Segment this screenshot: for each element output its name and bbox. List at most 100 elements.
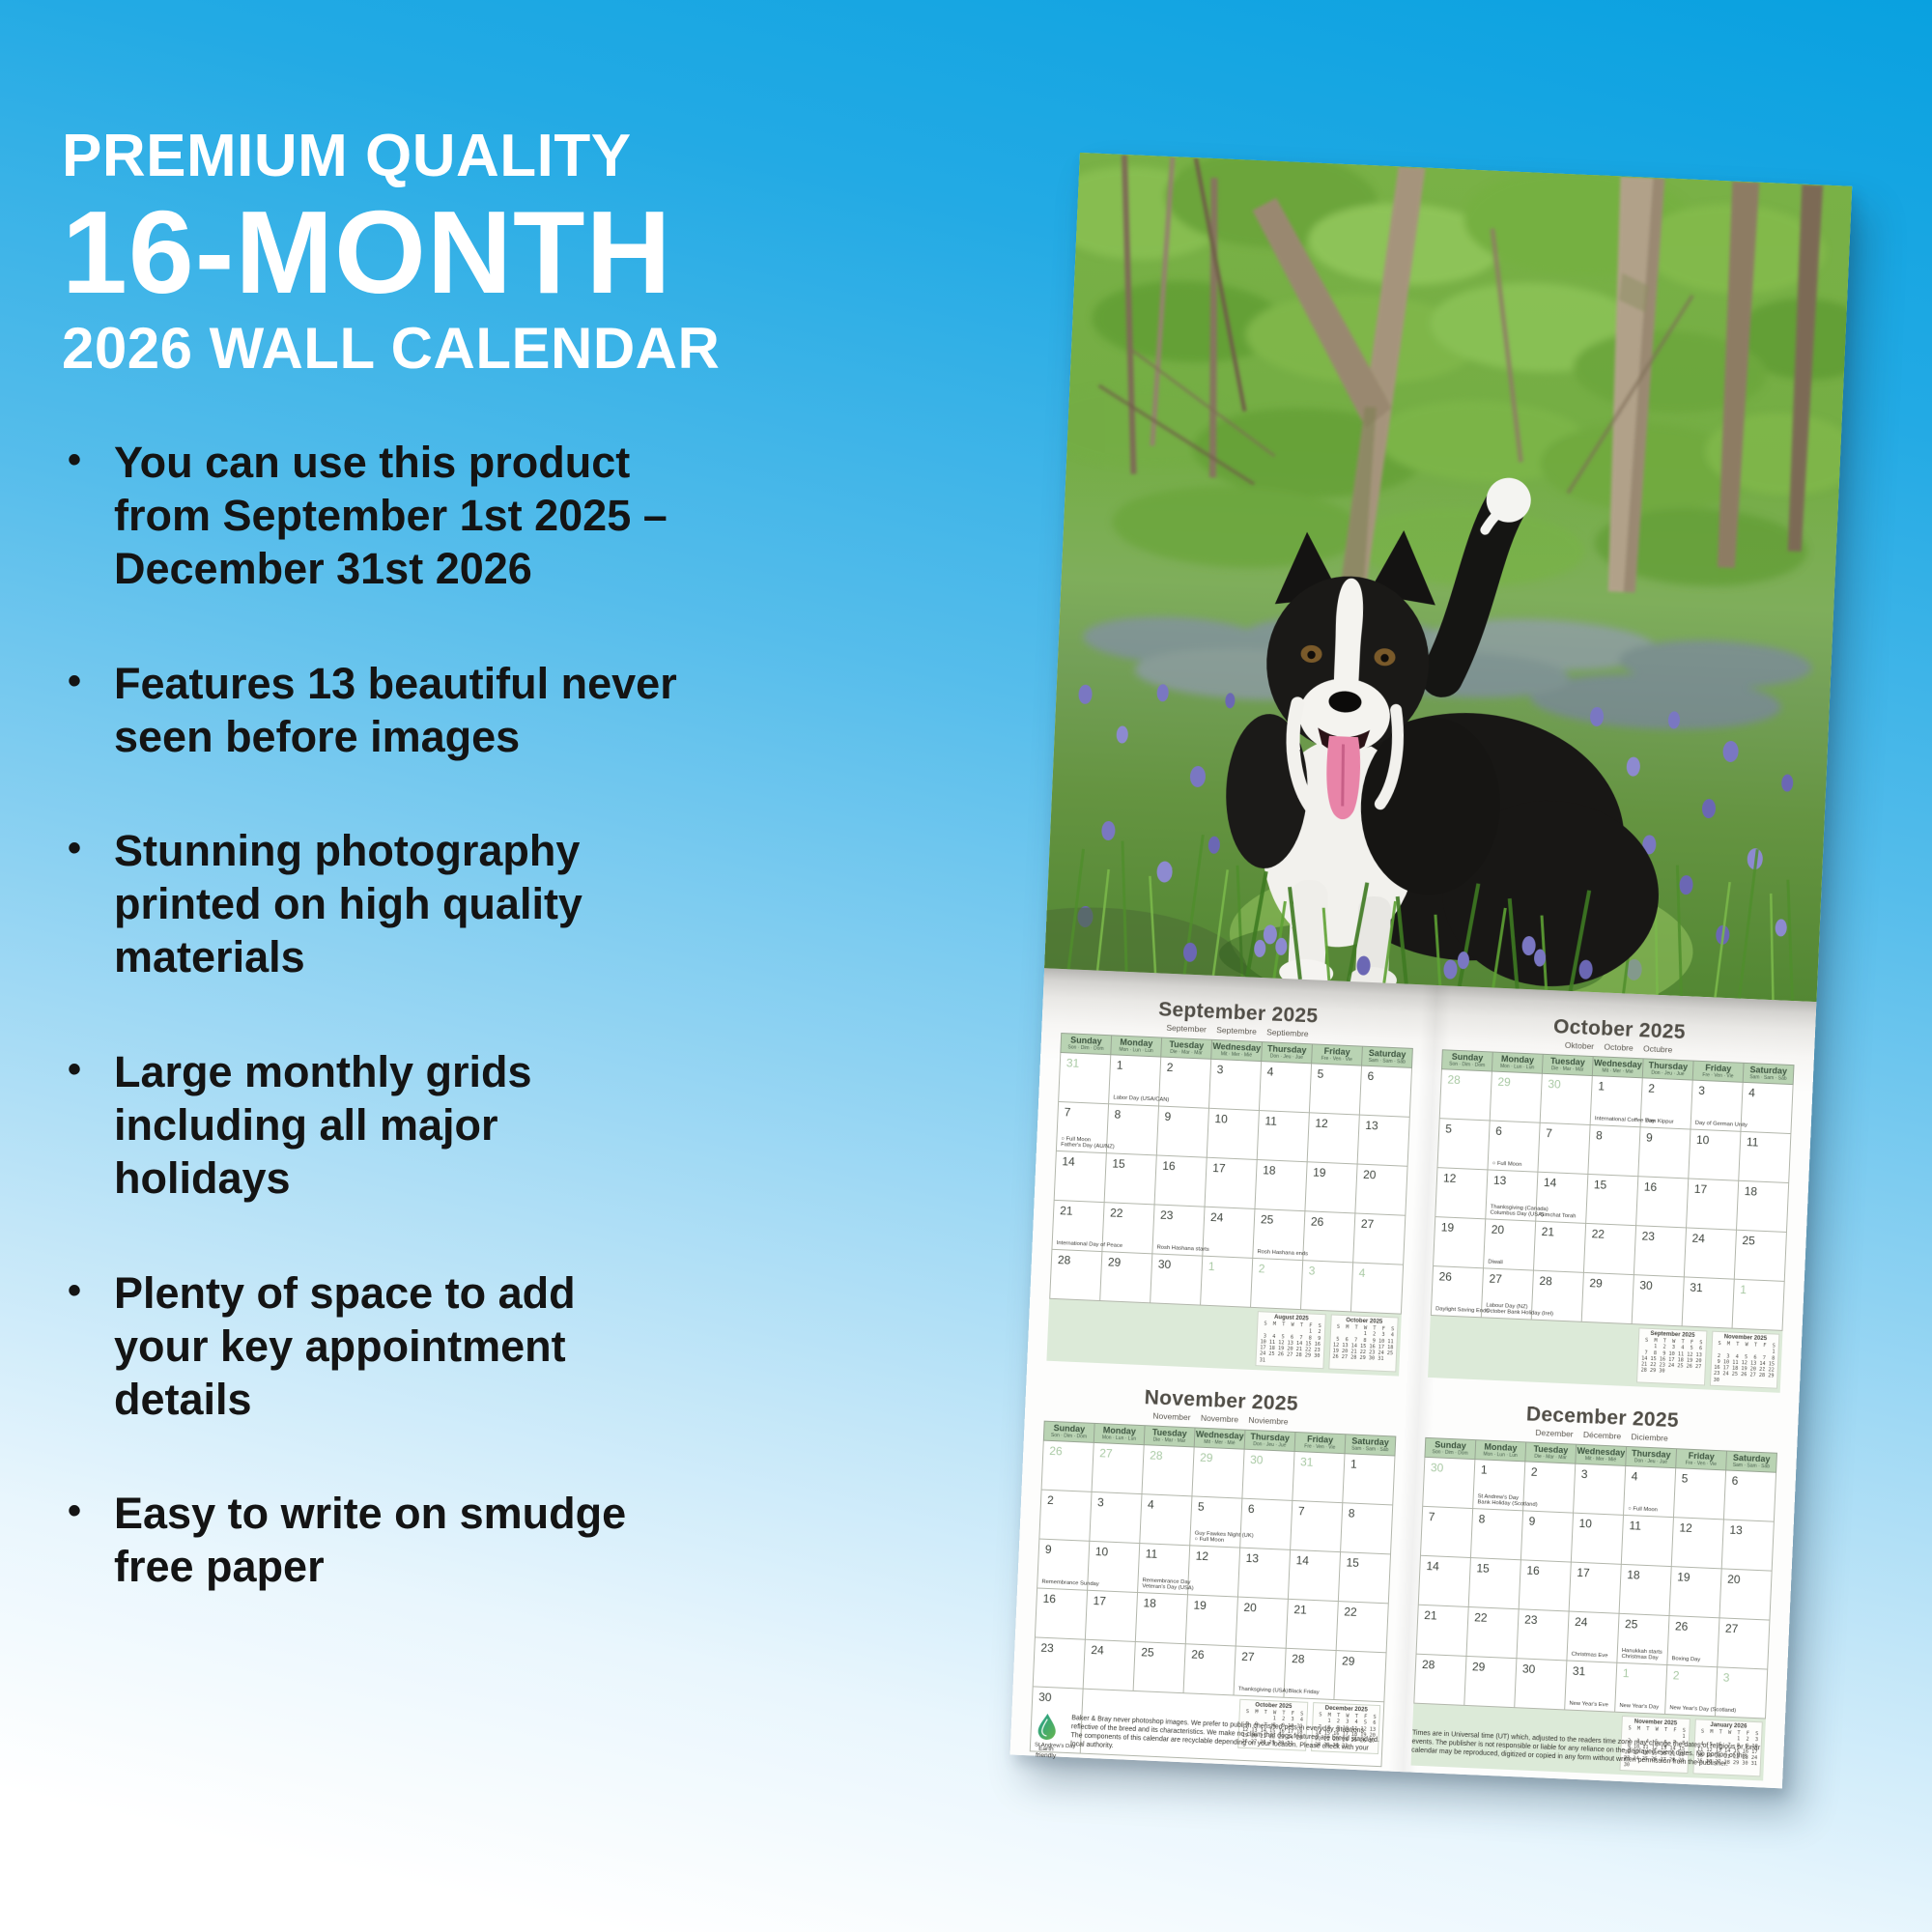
day-cell: 17 bbox=[1085, 1590, 1138, 1642]
day-cell: 11 bbox=[1257, 1110, 1310, 1162]
day-number: 14 bbox=[1062, 1154, 1076, 1169]
day-number: 7 bbox=[1064, 1105, 1071, 1120]
day-cell: 9 bbox=[1637, 1126, 1691, 1179]
day-number: 10 bbox=[1695, 1132, 1710, 1148]
day-number: 7 bbox=[1428, 1510, 1435, 1524]
day-cell: 3 bbox=[1208, 1059, 1262, 1111]
day-number: 26 bbox=[1190, 1647, 1205, 1662]
day-number: 30 bbox=[1249, 1452, 1264, 1467]
day-cell: 23 bbox=[1033, 1636, 1086, 1690]
day-cell: 31 bbox=[1682, 1276, 1735, 1329]
day-cell: 15 bbox=[1585, 1174, 1638, 1226]
calendar-table: Sunday Son · Dim · Dom Monday Mon · Lun · L… bbox=[1049, 1033, 1413, 1315]
day-number: 28 bbox=[1539, 1273, 1553, 1289]
day-number: 22 bbox=[1344, 1605, 1358, 1619]
day-number: 11 bbox=[1145, 1547, 1158, 1561]
day-cell: 14 bbox=[1418, 1555, 1471, 1607]
day-cell: 4 bbox=[1740, 1082, 1794, 1134]
day-cell: 14 bbox=[1054, 1151, 1107, 1203]
day-name-translations: Fre · Ven · Vie bbox=[1702, 1072, 1734, 1080]
day-number: 3 bbox=[1096, 1495, 1105, 1510]
day-cell: 1 Labor Day (USA/CAN) bbox=[1108, 1054, 1169, 1106]
feature-item: Large monthly grids including all major … bbox=[62, 1046, 680, 1206]
day-number: 8 bbox=[1478, 1512, 1486, 1526]
day-number: 19 bbox=[1440, 1220, 1455, 1235]
day-number: 24 bbox=[1691, 1231, 1706, 1246]
mini-calendars: August 2025 S M T W T F S 1 2 3 4 5 6 7 … bbox=[1255, 1311, 1399, 1373]
day-number: 7 bbox=[1297, 1504, 1305, 1519]
day-number: 27 bbox=[1489, 1271, 1503, 1287]
day-cell: 1 bbox=[1200, 1256, 1253, 1308]
day-cell: 31 bbox=[1292, 1451, 1346, 1503]
day-cell: 16 bbox=[1519, 1559, 1572, 1612]
day-cell: 7 bbox=[1537, 1122, 1591, 1175]
day-cell: 10 bbox=[1688, 1129, 1741, 1181]
day-cell: 6 ○ Full Moon bbox=[1487, 1120, 1541, 1173]
day-number: 17 bbox=[1211, 1160, 1226, 1176]
day-cell: 24 bbox=[1202, 1207, 1255, 1259]
day-cell: 22 bbox=[1336, 1601, 1389, 1653]
day-number: 24 bbox=[1209, 1209, 1224, 1225]
day-number: 15 bbox=[1593, 1178, 1607, 1192]
day-number: 26 bbox=[1438, 1269, 1453, 1284]
day-cell: 11 Remembrance Day Veteran's Day (USA) bbox=[1137, 1543, 1194, 1595]
day-number: 1 bbox=[1350, 1457, 1358, 1471]
day-cell: 10 bbox=[1571, 1513, 1624, 1565]
day-number: 23 bbox=[1040, 1640, 1055, 1656]
day-number: 6 bbox=[1367, 1068, 1375, 1084]
day-header-cell: Friday Fre · Ven · Vie bbox=[1675, 1448, 1727, 1470]
day-cell: 12 bbox=[1671, 1517, 1724, 1569]
day-number: 13 bbox=[1729, 1522, 1744, 1538]
day-number: 23 bbox=[1641, 1229, 1656, 1244]
day-number: 15 bbox=[1476, 1561, 1491, 1576]
day-number: 16 bbox=[1643, 1179, 1658, 1195]
day-number: 1 bbox=[1598, 1079, 1605, 1094]
day-cell: 20 bbox=[1236, 1597, 1289, 1649]
day-header-cell: Saturday Sam · Sam · Sáb bbox=[1743, 1063, 1794, 1085]
day-cell: 4 bbox=[1139, 1493, 1192, 1546]
left-panel: PREMIUM QUALITY 16-MONTH 2026 WALL CALEN… bbox=[62, 122, 738, 1656]
day-name-translations: Son · Dim · Dom bbox=[1050, 1432, 1088, 1440]
day-number: 20 bbox=[1491, 1222, 1505, 1237]
day-number: 8 bbox=[1595, 1128, 1604, 1143]
dog-illustration bbox=[1226, 477, 1659, 993]
eco-label: Earth friendly bbox=[1035, 1745, 1057, 1760]
day-header-cell: Tuesday Die · Mar · Mar bbox=[1542, 1054, 1594, 1076]
day-name-translations: Mon · Lun · Lun bbox=[1499, 1063, 1535, 1071]
day-number: 14 bbox=[1426, 1559, 1440, 1574]
day-cell: 27 bbox=[1717, 1617, 1770, 1670]
day-number: 25 bbox=[1624, 1617, 1638, 1632]
day-header-cell: Wednesday Mit · Mer · Mié bbox=[1210, 1039, 1263, 1062]
day-number: 7 bbox=[1545, 1126, 1553, 1141]
day-cell: 3 bbox=[1715, 1666, 1768, 1719]
day-number: 3 bbox=[1580, 1466, 1588, 1482]
day-cell: 23 Rosh Hashana starts bbox=[1151, 1204, 1209, 1257]
day-cell: 23 bbox=[1516, 1608, 1570, 1661]
day-cell: 3 bbox=[1573, 1463, 1626, 1516]
day-cell: 18 bbox=[1254, 1159, 1308, 1211]
day-number: 10 bbox=[1214, 1112, 1229, 1126]
day-cell: 30 bbox=[1540, 1073, 1593, 1125]
day-number: 4 bbox=[1266, 1065, 1274, 1079]
day-cell: 21 International Day of Peace bbox=[1051, 1200, 1122, 1252]
day-name-translations: Son · Dim · Dom bbox=[1448, 1061, 1486, 1069]
day-number: 18 bbox=[1627, 1568, 1640, 1582]
day-number: 4 bbox=[1358, 1265, 1366, 1280]
day-header-cell: Tuesday Die · Mar · Mar bbox=[1144, 1425, 1196, 1447]
day-header-cell: Wednesday Mit · Mer · Mié bbox=[1575, 1444, 1627, 1466]
day-cell: 31 New Year's Eve bbox=[1564, 1660, 1617, 1713]
feature-item: Plenty of space to add your key appointm… bbox=[62, 1267, 680, 1427]
day-header-cell: Wednesday Mit · Mer · Mié bbox=[1194, 1427, 1245, 1450]
day-number: 22 bbox=[1109, 1206, 1123, 1220]
day-cell: 5 bbox=[1309, 1063, 1362, 1116]
mini-calendar: August 2025 S M T W T F S 1 2 3 4 5 6 7 … bbox=[1255, 1311, 1326, 1370]
day-cell: 26 bbox=[1302, 1210, 1355, 1263]
day-cell: 8 bbox=[1587, 1124, 1641, 1177]
day-number: 12 bbox=[1315, 1116, 1329, 1131]
day-cell: 9 bbox=[1520, 1510, 1574, 1563]
day-number: 25 bbox=[1742, 1233, 1756, 1248]
mini-calendar-grid: S M T W T F S 1 2 3 4 5 6 7 8 9 10 11 12… bbox=[1259, 1321, 1321, 1364]
day-number: 29 bbox=[1471, 1660, 1486, 1674]
day-cell: 29 bbox=[1490, 1071, 1543, 1123]
